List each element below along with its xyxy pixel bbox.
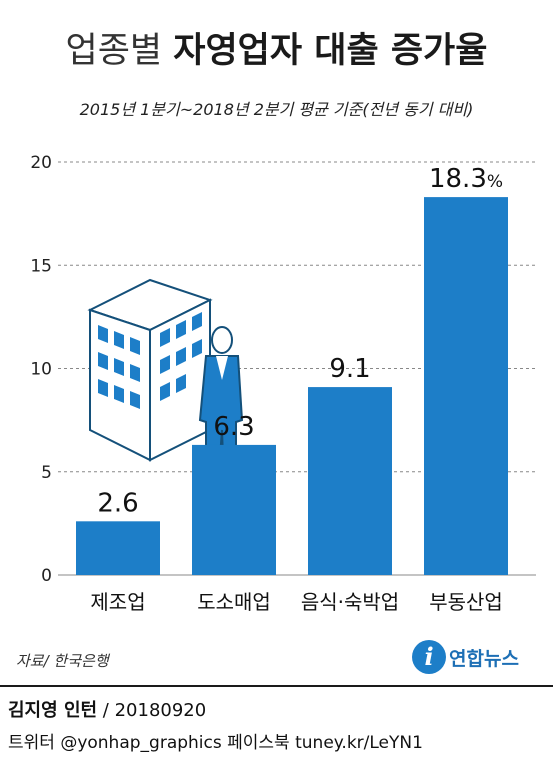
category-label-3: 부동산업 <box>429 590 503 614</box>
chart-title: 업종별 자영업자 대출 증가율 <box>0 22 553 73</box>
category-label-2: 음식·숙박업 <box>301 590 399 614</box>
credit-line: 김지영 인턴 / 20180920 <box>8 696 206 722</box>
value-label-2: 9.1 <box>329 354 370 384</box>
yonhap-logo: i 연합뉴스 <box>412 640 519 674</box>
y-axis-ticks: 0 5 10 15 20 <box>30 153 52 586</box>
y-tick-label-2: 10 <box>30 360 52 380</box>
category-labels: 제조업 도소매업 음식·숙박업 부동산업 <box>90 590 502 614</box>
y-tick-label-1: 5 <box>41 463 52 483</box>
bar-1 <box>192 444 276 575</box>
unit-label: % <box>487 172 503 192</box>
value-label-0: 2.6 <box>97 488 138 518</box>
value-label-1: 6.3 <box>213 412 254 442</box>
chart-subtitle: 2015년 1분기~2018년 2분기 평균 기준(전년 동기 대비) <box>79 100 474 119</box>
credit-author: 김지영 인턴 <box>8 700 98 721</box>
value-labels: 2.6 6.3 9.1 18.3% <box>97 164 503 518</box>
chart-title-prefix: 업종별 <box>65 31 163 71</box>
y-tick-label-4: 20 <box>30 153 52 173</box>
bar-3 <box>424 197 508 575</box>
category-label-0: 제조업 <box>90 590 145 614</box>
logo-mark-icon: i <box>412 640 446 674</box>
footer-divider <box>0 685 553 687</box>
category-label-1: 도소매업 <box>197 590 271 614</box>
source-note: 자료/ 한국은행 <box>16 652 109 670</box>
bars <box>76 197 508 575</box>
logo-text: 연합뉴스 <box>449 647 519 670</box>
building-businessman-icon <box>87 278 244 486</box>
value-label-3: 18.3% <box>429 164 503 194</box>
bar-2 <box>308 387 392 575</box>
chart-title-main: 자영업자 대출 증가율 <box>173 31 488 71</box>
credit-date: / 20180920 <box>97 700 207 721</box>
y-tick-label-0: 0 <box>41 566 52 586</box>
social-links: 트위터 @yonhap_graphics 페이스북 tuney.kr/LeYN1 <box>8 733 423 753</box>
bar-0 <box>76 521 160 575</box>
y-tick-label-3: 15 <box>30 256 52 276</box>
